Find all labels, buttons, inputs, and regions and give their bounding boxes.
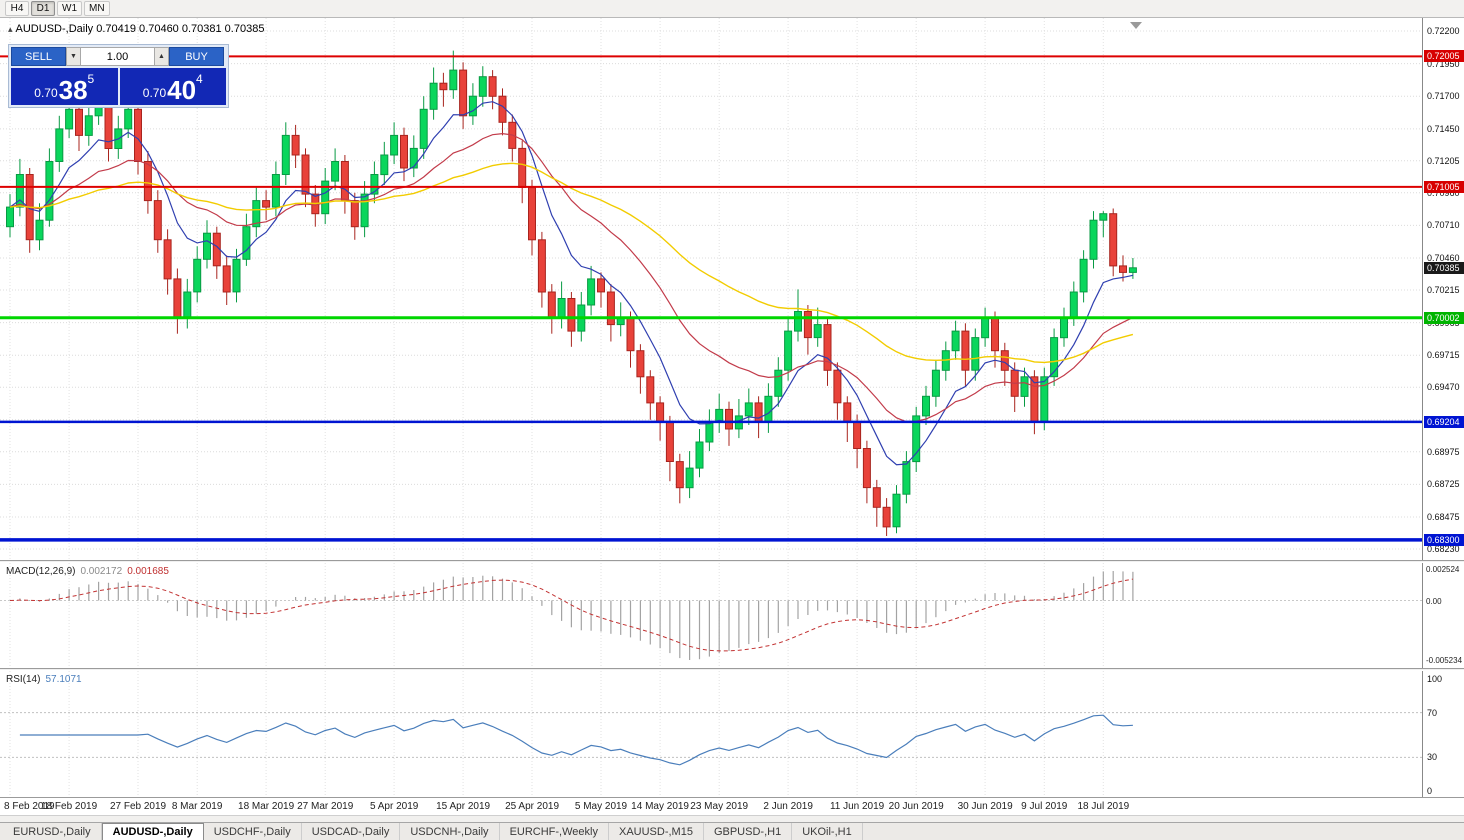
- date-label: 18 Feb 2019: [41, 801, 98, 812]
- scale-label: 0.68725: [1427, 479, 1460, 490]
- buy-price-big: 40: [167, 74, 197, 105]
- scale-label: 0.70215: [1427, 285, 1460, 295]
- tab-xauusd-m15[interactable]: XAUUSD-,M15: [609, 823, 704, 840]
- panel-separator[interactable]: [0, 668, 1464, 671]
- price-badge: 0.69204: [1424, 415, 1464, 428]
- date-label: 11 Jun 2019: [829, 801, 885, 812]
- date-label: 27 Feb 2019: [109, 801, 167, 812]
- one-click-collapse-icon[interactable]: ▴: [8, 24, 13, 34]
- scale-label: 0.68475: [1427, 512, 1460, 523]
- volume-input[interactable]: [81, 47, 154, 66]
- scale-label: 0.68230: [1427, 544, 1460, 554]
- scale-label: 0.70460: [1427, 253, 1460, 264]
- scale-label: 0.69470: [1427, 382, 1460, 393]
- price-badge: 0.70385: [1424, 261, 1464, 274]
- date-label: 15 Apr 2019: [436, 801, 491, 812]
- price-badge: 0.68300: [1424, 533, 1464, 546]
- axis-separator: [0, 797, 1464, 798]
- date-label: 25 Apr 2019: [505, 801, 560, 812]
- date-label: 20 Jun 2019: [888, 801, 944, 812]
- chart-tab-bar: EURUSD-,Daily AUDUSD-,Daily USDCHF-,Daily U…: [0, 822, 1464, 840]
- price-badge: 0.71005: [1424, 180, 1464, 193]
- main-price-chart[interactable]: [0, 18, 1422, 560]
- tab-audusd-daily[interactable]: AUDUSD-,Daily: [101, 823, 204, 840]
- buy-price-sup: 4: [196, 72, 203, 86]
- tab-usdchf-daily[interactable]: USDCHF-,Daily: [204, 823, 302, 840]
- scale-label: 0.68975: [1427, 446, 1460, 457]
- timeframe-toolbar: H4 D1 W1 MN: [0, 0, 1464, 18]
- sell-price-sup: 5: [87, 72, 95, 86]
- scale-label: 0.69715: [1427, 350, 1460, 361]
- buy-price-prefix: 0.70: [142, 86, 167, 100]
- date-label: 2 Jun 2019: [763, 801, 813, 812]
- scale-label: 0.71450: [1427, 123, 1460, 134]
- scale-label: -0.005234: [1426, 656, 1463, 665]
- scale-label: 0.71950: [1427, 58, 1460, 69]
- timeframe-h4-button[interactable]: H4: [5, 1, 29, 16]
- date-label: 18 Jul 2019: [1077, 801, 1130, 812]
- date-label: 27 Mar 2019: [297, 801, 354, 812]
- chart-ohlc-values: 0.70419 0.70460 0.70381 0.70385: [96, 23, 265, 35]
- tab-usdcnh-daily[interactable]: USDCNH-,Daily: [400, 823, 500, 840]
- volume-increase-button[interactable]: ▲: [154, 47, 169, 66]
- price-badge: 0.70002: [1424, 311, 1464, 324]
- scale-label: 0.00: [1426, 596, 1442, 606]
- scale-label: 0.70710: [1427, 220, 1460, 231]
- panel-separator[interactable]: [0, 560, 1464, 563]
- scale-label: 0.72200: [1427, 26, 1460, 36]
- price-badge: 0.72005: [1424, 50, 1464, 63]
- rsi-indicator-panel[interactable]: [0, 671, 1422, 797]
- buy-button[interactable]: BUY: [169, 47, 224, 66]
- volume-decrease-button[interactable]: ▼: [66, 47, 81, 66]
- timeframe-mn-button[interactable]: MN: [84, 1, 110, 16]
- price-scale: 0.722000.719500.717000.714500.712050.709…: [1422, 18, 1464, 797]
- date-label: 9 Jul 2019: [1021, 801, 1068, 812]
- sell-price-big: 38: [58, 74, 88, 105]
- date-label: 14 May 2019: [631, 801, 690, 812]
- macd-indicator-panel[interactable]: [0, 563, 1422, 668]
- date-label: 30 Jun 2019: [957, 801, 1013, 812]
- chart-scroll-strip[interactable]: [0, 815, 1464, 822]
- timeframe-d1-button[interactable]: D1: [31, 1, 55, 16]
- date-label: 23 May 2019: [690, 801, 749, 812]
- timeframe-w1-button[interactable]: W1: [57, 1, 82, 16]
- scale-label: 70: [1427, 707, 1438, 718]
- date-label: 18 Mar 2019: [238, 801, 295, 812]
- date-label: 8 Feb 2019: [4, 801, 55, 812]
- tab-gbpusd-h1[interactable]: GBPUSD-,H1: [704, 823, 793, 840]
- scale-label: 0.71700: [1427, 91, 1460, 102]
- sell-price-display[interactable]: 0.70 38 5: [11, 68, 118, 105]
- sell-price-prefix: 0.70: [34, 86, 58, 100]
- tab-ukoil-h1[interactable]: UKOil-,H1: [792, 823, 863, 840]
- scale-label: 100: [1427, 674, 1443, 684]
- rsi-label: RSI(14) 57.1071: [6, 674, 82, 685]
- chart-symbol: AUDUSD-,Daily: [15, 23, 94, 35]
- date-label: 5 May 2019: [574, 801, 628, 812]
- chart-shift-marker: [1130, 22, 1142, 29]
- date-label: 5 Apr 2019: [369, 801, 419, 812]
- date-label: 8 Mar 2019: [171, 801, 223, 812]
- tab-eurusd-daily[interactable]: EURUSD-,Daily: [3, 823, 102, 840]
- chart-title: ▴ AUDUSD-,Daily 0.70419 0.70460 0.70381 0…: [8, 23, 264, 35]
- scale-label: 0.002524: [1426, 565, 1460, 574]
- scale-label: 30: [1427, 752, 1438, 763]
- tab-eurchf-weekly[interactable]: EURCHF-,Weekly: [500, 823, 609, 840]
- scale-label: 0.71205: [1427, 155, 1460, 166]
- date-axis[interactable]: 8 Feb 2019 18 Feb 2019 27 Feb 2019 8 Mar 20…: [0, 798, 1422, 815]
- scale-label: 0: [1427, 786, 1433, 796]
- sell-button[interactable]: SELL: [11, 47, 66, 66]
- buy-price-display[interactable]: 0.70 40 4: [119, 68, 226, 105]
- tab-usdcad-daily[interactable]: USDCAD-,Daily: [302, 823, 401, 840]
- macd-label: MACD(12,26,9) 0.002172 0.001685: [6, 566, 169, 577]
